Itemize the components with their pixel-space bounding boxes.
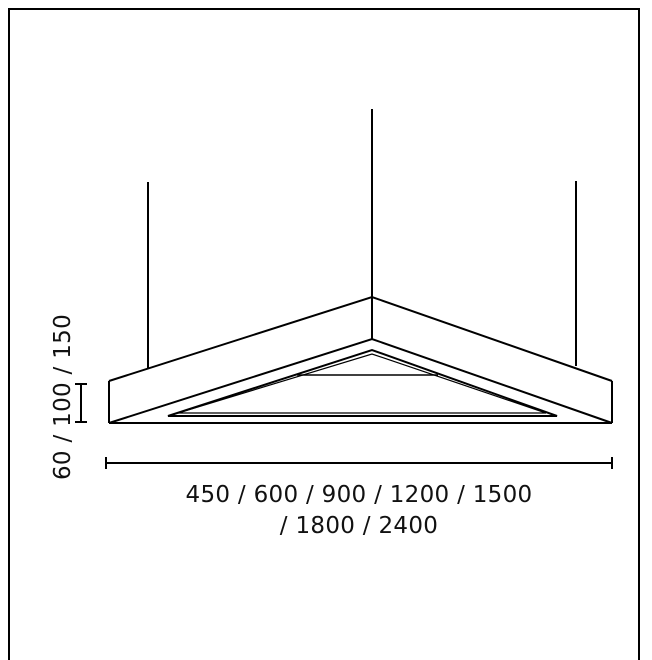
height-dimension-label: 60 / 100 / 150 (50, 314, 76, 480)
luminaire-body (108, 295, 613, 424)
luminaire-diffuser (167, 348, 558, 417)
width-dimension-label-line1: 450 / 600 / 900 / 1200 / 1500 (186, 482, 533, 508)
width-dimension-line (105, 457, 613, 469)
width-dimension-label-line2: / 1800 / 2400 (280, 513, 438, 539)
drawing-frame (8, 8, 640, 660)
height-dimension-line (75, 383, 87, 423)
